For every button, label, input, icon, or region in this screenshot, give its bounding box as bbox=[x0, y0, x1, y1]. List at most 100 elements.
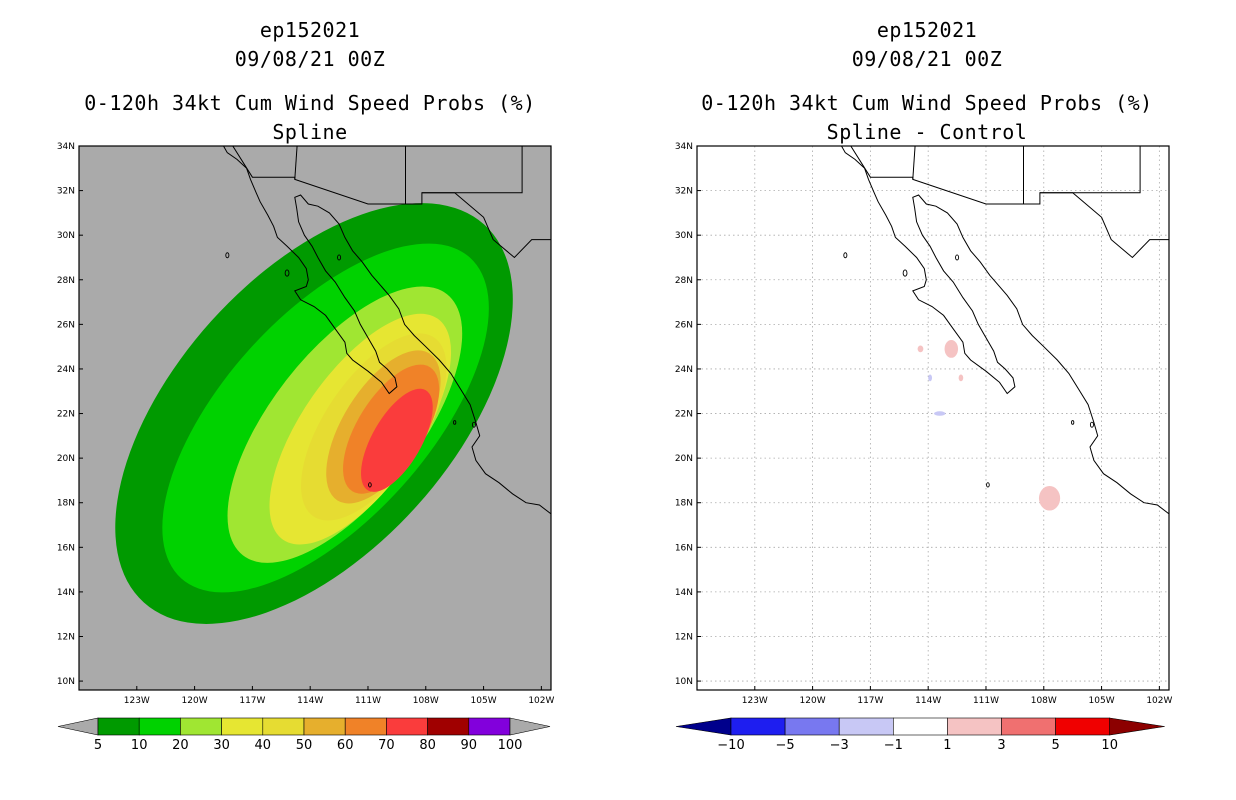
x-tick-label: 108W bbox=[1031, 696, 1057, 706]
colorbar-swatch bbox=[1055, 717, 1110, 736]
y-tick-label: 16N bbox=[675, 543, 693, 553]
colorbar-label: 5 bbox=[1051, 738, 1059, 753]
left-map-panel: 123W 120W 117W 114W 111W 108W 105W 102W 10N 12N 14… bbox=[57, 142, 555, 753]
colorbar: 5 10 20 30 40 50 60 70 80 90 100 bbox=[57, 717, 551, 753]
colorbar-label: 10 bbox=[1101, 738, 1118, 753]
colorbar-swatch bbox=[784, 717, 840, 736]
x-tick-label: 120W bbox=[800, 696, 826, 706]
colorbar-label: 60 bbox=[337, 738, 354, 753]
right-map-panel: 123W 120W 117W 114W 111W 108W 105W 102W 10N 12N 14… bbox=[675, 142, 1173, 753]
y-tick-label: 10N bbox=[675, 677, 693, 687]
state-border bbox=[1039, 146, 1141, 194]
colorbar-swatch bbox=[468, 717, 511, 736]
x-tick-label: 117W bbox=[239, 696, 265, 706]
x-tick-label: 111W bbox=[973, 696, 999, 706]
difference-region-1 bbox=[917, 345, 924, 353]
x-tick-label: 123W bbox=[124, 696, 150, 706]
right-title: 0-120h 34kt Cum Wind Speed Probs (%) bbox=[701, 91, 1153, 115]
colorbar-under-arrow bbox=[675, 717, 732, 736]
contour-70 bbox=[361, 388, 433, 492]
y-tick-label: 12N bbox=[57, 632, 75, 642]
difference-region--1 bbox=[928, 374, 933, 382]
colorbar-label: 30 bbox=[213, 738, 230, 753]
map-content bbox=[697, 146, 1169, 690]
y-tick-label: 10N bbox=[57, 677, 75, 687]
colorbar-swatch bbox=[1001, 717, 1056, 736]
x-tick-label: 105W bbox=[471, 696, 497, 706]
y-tick-label: 20N bbox=[675, 454, 693, 464]
island bbox=[955, 254, 960, 261]
x-tick-label: 117W bbox=[857, 696, 883, 706]
x-tick-label: 114W bbox=[297, 696, 323, 706]
difference-region-1 bbox=[944, 339, 959, 358]
colorbar-swatch bbox=[221, 717, 264, 736]
colorbar-label: 40 bbox=[255, 738, 272, 753]
y-tick-label: 26N bbox=[675, 320, 693, 330]
right-storm-id: ep152021 bbox=[876, 18, 978, 42]
right-subtitle: Spline - Control bbox=[826, 120, 1028, 144]
y-tick-label: 18N bbox=[675, 499, 693, 509]
y-tick-label: 28N bbox=[57, 276, 75, 286]
y-tick-label: 28N bbox=[675, 276, 693, 286]
colorbar-swatch bbox=[838, 717, 894, 736]
y-tick-label: 18N bbox=[57, 499, 75, 509]
island bbox=[453, 420, 457, 425]
island bbox=[1071, 420, 1075, 425]
island bbox=[471, 421, 476, 428]
island bbox=[368, 482, 372, 488]
colorbar-label: 100 bbox=[498, 738, 523, 753]
colorbar-swatch bbox=[344, 717, 387, 736]
y-tick-label: 34N bbox=[675, 142, 693, 152]
y-tick-label: 14N bbox=[57, 588, 75, 598]
colorbar-swatch bbox=[97, 717, 140, 736]
island bbox=[225, 252, 230, 259]
island bbox=[1089, 421, 1094, 428]
island bbox=[337, 254, 342, 261]
y-tick-label: 20N bbox=[57, 454, 75, 464]
colorbar-swatch bbox=[730, 717, 786, 736]
colorbar-swatch bbox=[180, 717, 222, 736]
island bbox=[843, 252, 848, 259]
colorbar-under-arrow bbox=[57, 717, 99, 736]
y-tick-label: 30N bbox=[675, 231, 693, 241]
y-tick-label: 22N bbox=[675, 410, 693, 420]
x-tick-label: 105W bbox=[1089, 696, 1115, 706]
left-storm-id: ep152021 bbox=[259, 18, 361, 42]
colorbar-label: 1 bbox=[943, 738, 951, 753]
y-tick-label: 14N bbox=[675, 588, 693, 598]
colorbar-label: 90 bbox=[461, 738, 478, 753]
colorbar-label: −3 bbox=[830, 738, 849, 753]
colorbar-swatch bbox=[303, 717, 346, 736]
colorbar-label: 50 bbox=[296, 738, 313, 753]
coastline bbox=[221, 146, 551, 515]
colorbar-label: 3 bbox=[997, 738, 1005, 753]
y-tick-label: 34N bbox=[57, 142, 75, 152]
state-border bbox=[912, 146, 916, 180]
state-border bbox=[421, 146, 523, 194]
state-border bbox=[294, 146, 298, 180]
map-background bbox=[697, 146, 1169, 690]
difference-region-1 bbox=[1038, 486, 1061, 511]
colorbar-label: −10 bbox=[717, 738, 744, 753]
map-frame bbox=[78, 145, 552, 691]
colorbar-label: −5 bbox=[776, 738, 795, 753]
island bbox=[284, 269, 290, 277]
y-tick-label: 24N bbox=[57, 365, 75, 375]
left-title: 0-120h 34kt Cum Wind Speed Probs (%) bbox=[84, 91, 536, 115]
x-tick-label: 123W bbox=[742, 696, 768, 706]
colorbar-swatch bbox=[892, 717, 948, 736]
colorbar-swatch bbox=[262, 717, 305, 736]
colorbar-label: 10 bbox=[131, 738, 148, 753]
difference-region-1 bbox=[958, 374, 964, 382]
x-tick-label: 102W bbox=[528, 696, 554, 706]
colorbar-swatch bbox=[427, 717, 470, 736]
y-tick-label: 26N bbox=[57, 320, 75, 330]
right-datetime: 09/08/21 00Z bbox=[851, 47, 1003, 71]
colorbar-swatch bbox=[138, 717, 181, 736]
x-tick-label: 114W bbox=[915, 696, 941, 706]
colorbar-swatch bbox=[947, 717, 1002, 736]
coastline bbox=[839, 146, 1169, 515]
colorbar-label: 70 bbox=[378, 738, 395, 753]
colorbar-label: −1 bbox=[884, 738, 903, 753]
